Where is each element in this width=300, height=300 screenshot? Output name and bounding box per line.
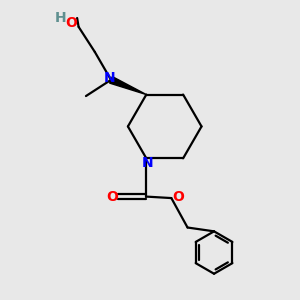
Text: O: O <box>106 190 118 204</box>
Text: H: H <box>55 11 67 25</box>
Polygon shape <box>110 76 146 94</box>
Text: N: N <box>104 71 115 85</box>
Text: O: O <box>172 190 184 204</box>
Text: O: O <box>65 16 77 30</box>
Text: N: N <box>142 156 154 170</box>
